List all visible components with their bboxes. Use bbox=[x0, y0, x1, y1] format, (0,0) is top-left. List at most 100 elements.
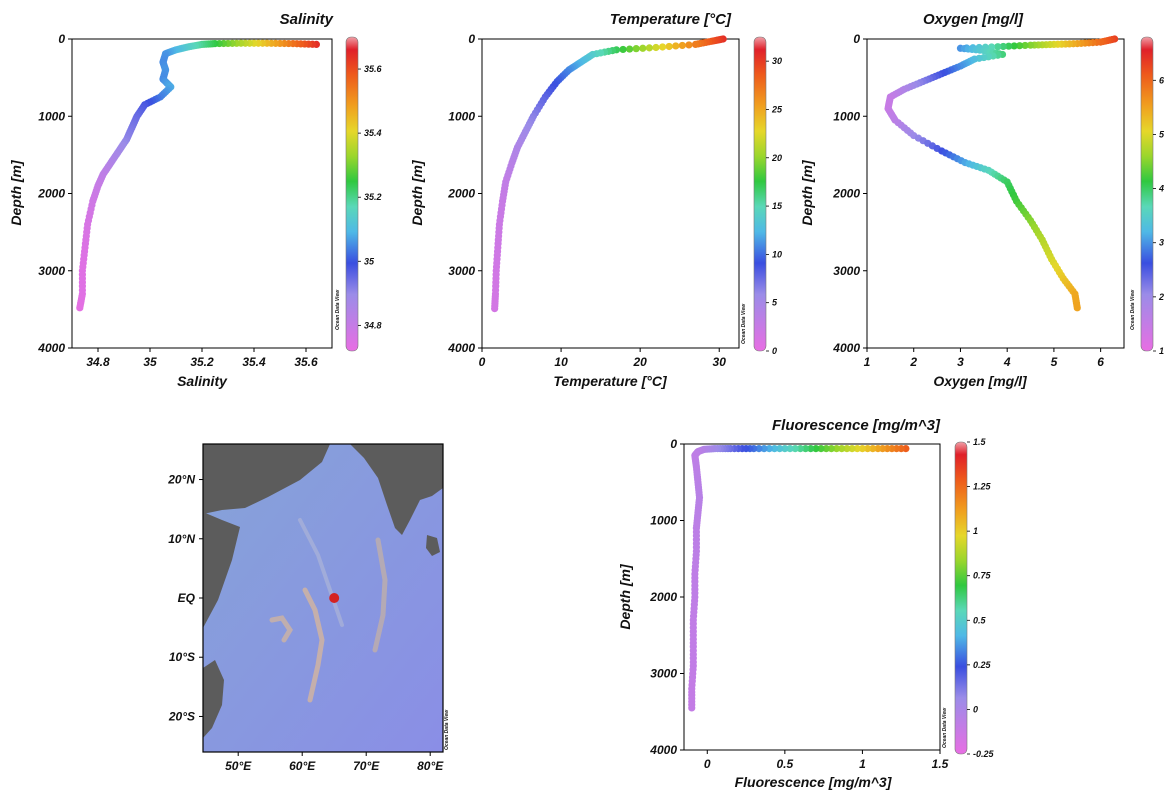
salinity-point bbox=[76, 304, 84, 312]
oxygen-colorbar-tick-label: 2 bbox=[1158, 292, 1164, 302]
oxygen-colorbar-bar bbox=[1140, 36, 1154, 352]
fluorescence-profile bbox=[688, 444, 910, 712]
fluorescence-plot-frame bbox=[683, 443, 941, 751]
temperature-ylabel: Depth [m] bbox=[409, 159, 425, 226]
temperature-panel: Temperature [°C] 0 10 20 30 0 1000 2000 3000 400… bbox=[409, 11, 783, 389]
fluorescence-ytick-label: 3000 bbox=[650, 667, 677, 681]
oxygen-xtick-label: 4 bbox=[1003, 355, 1011, 369]
temperature-watermark: Ocean Data View bbox=[741, 303, 747, 344]
oxygen-colorbar: 1 2 3 4 5 6 Ocean Data View bbox=[1130, 36, 1165, 356]
salinity-profile bbox=[76, 39, 320, 312]
fluorescence-panel: Fluorescence [mg/m^3] 0 0.5 1 1.5 0 1000 2000 3… bbox=[617, 417, 995, 790]
temperature-colorbar: 0 5 10 15 20 25 30 Ocean Data View bbox=[741, 36, 783, 356]
temperature-colorbar-tick-label: 20 bbox=[771, 153, 782, 163]
map-land-srilanka bbox=[426, 535, 440, 556]
salinity-colorbar-tick-label: 35.2 bbox=[364, 192, 382, 202]
fluorescence-xtick-label: 0 bbox=[704, 757, 711, 771]
salinity-ylabel: Depth [m] bbox=[8, 159, 24, 226]
fluorescence-colorbar-tick-label: 1 bbox=[973, 526, 978, 536]
oxygen-xtick-label: 3 bbox=[957, 355, 964, 369]
salinity-colorbar-tick-label: 35.4 bbox=[364, 128, 382, 138]
oxygen-xtick-label: 5 bbox=[1051, 355, 1058, 369]
fluorescence-colorbar-tick-label: 0.5 bbox=[973, 615, 987, 625]
temperature-ytick-label: 0 bbox=[468, 32, 475, 46]
salinity-xtick-label: 35.6 bbox=[294, 355, 318, 369]
temperature-xtick-label: 0 bbox=[479, 355, 486, 369]
oxygen-colorbar-tick-label: 1 bbox=[1159, 346, 1164, 356]
fluorescence-ylabel: Depth [m] bbox=[617, 563, 633, 630]
temperature-colorbar-tick-label: 25 bbox=[771, 104, 783, 114]
fluorescence-xtick-label: 1 bbox=[859, 757, 866, 771]
temperature-point bbox=[639, 44, 647, 52]
temperature-xtick-label: 10 bbox=[554, 355, 568, 369]
fluorescence-point bbox=[874, 444, 882, 453]
fluorescence-point bbox=[843, 444, 851, 453]
station-marker bbox=[329, 593, 340, 603]
oxygen-colorbar-tick-label: 6 bbox=[1159, 75, 1165, 85]
temperature-xtick-label: 30 bbox=[713, 355, 727, 369]
fluorescence-point bbox=[765, 444, 773, 453]
map-ytick-label: EQ bbox=[178, 591, 196, 605]
oxygen-ticks: 1 2 3 4 5 6 0 1000 2000 3000 4000 bbox=[832, 32, 1104, 369]
fluorescence-point bbox=[796, 444, 804, 453]
fluorescence-colorbar-tick-label: 0.75 bbox=[973, 571, 992, 581]
map-watermark: Ocean Data View bbox=[444, 709, 450, 750]
temperature-point bbox=[491, 305, 499, 313]
map-land-india bbox=[350, 444, 443, 535]
fluorescence-point bbox=[755, 444, 763, 453]
fluorescence-colorbar-tick-label: 1.5 bbox=[973, 437, 987, 447]
oxygen-colorbar-tick-label: 3 bbox=[1159, 238, 1164, 248]
fluorescence-colorbar-tick-label: 0 bbox=[973, 704, 978, 714]
salinity-colorbar-ticks: 34.8 35 35.2 35.4 35.6 bbox=[358, 64, 383, 330]
oxygen-xtick-label: 6 bbox=[1097, 355, 1104, 369]
salinity-colorbar-tick-label: 35.6 bbox=[364, 64, 383, 74]
fluorescence-colorbar-tick-label: 1.25 bbox=[973, 482, 992, 492]
fluorescence-point bbox=[760, 444, 768, 453]
temperature-point bbox=[658, 43, 667, 51]
fluorescence-xtick-label: 0.5 bbox=[777, 757, 794, 771]
temperature-colorbar-bar bbox=[753, 36, 767, 352]
temperature-colorbar-tick-label: 10 bbox=[772, 249, 782, 259]
oxygen-point bbox=[1005, 42, 1013, 50]
fluorescence-point bbox=[688, 704, 696, 712]
salinity-colorbar-bar bbox=[345, 36, 359, 352]
salinity-colorbar: 34.8 35 35.2 35.4 35.6 Ocean Data View bbox=[335, 36, 383, 352]
oxygen-panel: Oxygen [mg/l] 1 2 3 4 5 6 0 1000 2000 3000 4000 Ox… bbox=[799, 11, 1165, 389]
temperature-profile bbox=[491, 35, 727, 313]
fluorescence-point bbox=[781, 444, 789, 453]
fluorescence-point bbox=[776, 444, 784, 453]
map-seychelles-bank bbox=[269, 615, 293, 643]
fluorescence-colorbar-bar bbox=[954, 441, 968, 755]
map-land-arabia bbox=[203, 444, 330, 514]
salinity-ytick-label: 0 bbox=[58, 32, 65, 46]
fluorescence-ytick-label: 4000 bbox=[649, 743, 677, 757]
map-xtick-label: 70°E bbox=[353, 759, 380, 773]
salinity-colorbar-tick-label: 34.8 bbox=[364, 320, 382, 330]
map-ytick-label: 20°N bbox=[167, 473, 195, 487]
oxygen-xlabel: Oxygen [mg/l] bbox=[933, 373, 1028, 389]
temperature-ytick-label: 2000 bbox=[447, 187, 475, 201]
oxygen-watermark: Ocean Data View bbox=[1130, 289, 1136, 330]
fluorescence-point bbox=[853, 444, 861, 453]
temperature-ytick-label: 4000 bbox=[447, 341, 475, 355]
oxygen-ytick-label: 1000 bbox=[833, 109, 860, 123]
fluorescence-point bbox=[812, 444, 820, 453]
fluorescence-point bbox=[858, 444, 867, 453]
temperature-xtick-label: 20 bbox=[632, 355, 647, 369]
temperature-colorbar-tick-label: 5 bbox=[772, 298, 778, 308]
oxygen-colorbar-ticks: 1 2 3 4 5 6 bbox=[1153, 75, 1165, 356]
oxygen-colorbar-tick-label: 5 bbox=[1159, 129, 1165, 139]
temperature-point bbox=[632, 45, 640, 53]
temperature-title: Temperature [°C] bbox=[610, 11, 732, 28]
fluorescence-colorbar: -0.25 0 0.25 0.5 0.75 1 1.25 1.5 Ocean Data Vie… bbox=[942, 437, 995, 759]
salinity-xtick-label: 35.4 bbox=[242, 355, 266, 369]
fluorescence-point bbox=[838, 444, 846, 453]
salinity-xlabel: Salinity bbox=[177, 373, 228, 389]
map-ytick-label: 10°S bbox=[169, 650, 195, 664]
temperature-ytick-label: 3000 bbox=[448, 264, 475, 278]
salinity-ytick-label: 2000 bbox=[37, 187, 65, 201]
temperature-ytick-label: 1000 bbox=[448, 109, 475, 123]
temperature-colorbar-tick-label: 30 bbox=[772, 56, 782, 66]
oxygen-point bbox=[1073, 304, 1081, 312]
salinity-ytick-label: 4000 bbox=[37, 341, 65, 355]
